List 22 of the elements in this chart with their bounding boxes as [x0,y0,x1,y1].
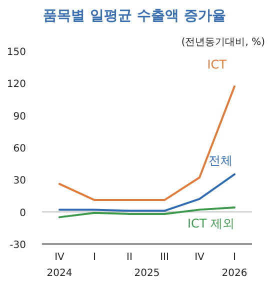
series-label: 전체 [208,153,232,168]
series-label: ICT 제외 [187,216,234,231]
x-tick-label: I [93,252,96,263]
y-tick-label: 150 [6,47,26,58]
x-tick-label: III [160,252,169,263]
x-tick-label: IV [194,252,205,263]
x-tick-label: IV 2024 [46,252,72,279]
y-tick-label: -30 [10,240,26,251]
text: 2025 [134,268,160,279]
line-series [58,206,236,218]
y-tick-label: 0 [20,208,26,219]
line-series [58,85,236,202]
y-tick-label: 60 [13,144,26,154]
chart-title: 품목별 일평균 수출액 증가율 [43,8,226,24]
y-tick-label: 30 [13,176,26,187]
x-tick-label: I 2026 [222,252,248,279]
y-tick-label: 90 [13,111,26,122]
x-tick-label: II [126,252,132,263]
y-tick-label: 120 [6,79,26,90]
series-label: ICT [207,57,228,72]
line-series [58,173,236,212]
chart-subtitle: (전년동기대비, %) [181,37,266,48]
